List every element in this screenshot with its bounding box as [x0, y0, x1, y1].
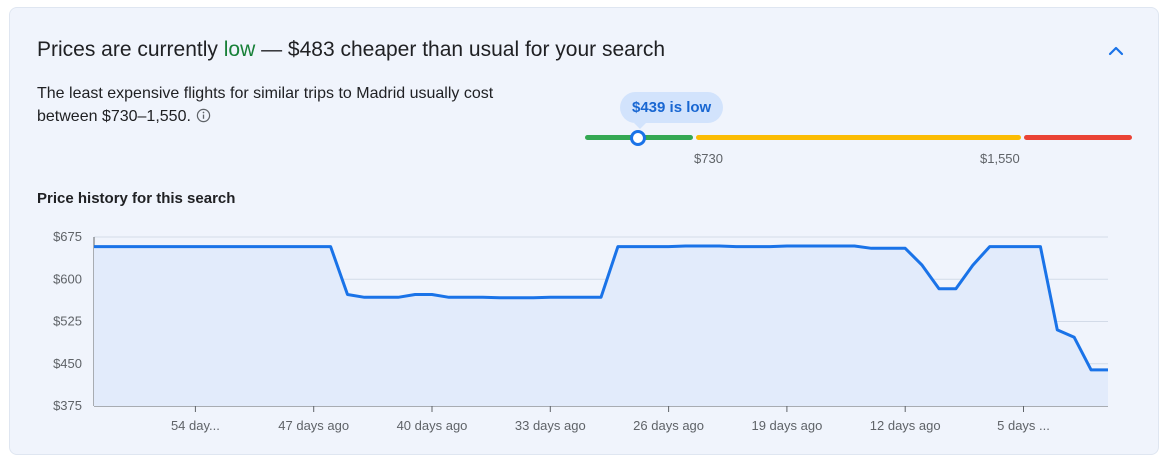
y-tick-label: $675 — [53, 229, 82, 244]
price-status-word: low — [223, 38, 256, 61]
current-price-bubble: $439 is low — [620, 92, 724, 129]
price-history-chart[interactable]: $675 $600 $525 $450 $375 54 day... 47 days ago… — [10, 8, 1158, 454]
x-tick-label: 33 days ago — [515, 418, 586, 433]
price-status-headline: Prices are currently low — $483 cheaper … — [37, 37, 665, 63]
price-history-title: Price history for this search — [37, 190, 236, 207]
y-tick-label: $375 — [53, 398, 82, 413]
x-tick-label: 5 days ... — [997, 418, 1050, 433]
price-area — [94, 246, 1108, 406]
headline-prefix: Prices are currently — [37, 38, 224, 61]
x-tick-label: 19 days ago — [751, 418, 822, 433]
low-threshold-label: $730 — [694, 151, 723, 166]
x-tick-label: 54 day... — [171, 418, 220, 433]
price-range-gauge: $439 is low $730 $1,550 — [10, 8, 1160, 188]
headline-suffix: — $483 cheaper than usual for your searc… — [255, 38, 665, 61]
y-tick-label: $450 — [53, 356, 82, 371]
collapse-button[interactable] — [1104, 39, 1128, 63]
current-price-marker[interactable] — [630, 130, 646, 146]
x-tick-label: 47 days ago — [278, 418, 349, 433]
y-tick-label: $600 — [53, 271, 82, 286]
high-price-segment — [1024, 135, 1132, 140]
price-range-description: The least expensive flights for similar … — [37, 82, 497, 130]
typical-price-segment — [696, 135, 1021, 140]
price-line — [94, 244, 1108, 372]
chevron-up-icon — [1108, 46, 1124, 56]
price-insights-card: Prices are currently low — $483 cheaper … — [9, 7, 1159, 455]
y-tick-label: $525 — [53, 314, 82, 329]
x-tick-label: 40 days ago — [397, 418, 468, 433]
x-tick-label: 12 days ago — [870, 418, 941, 433]
x-tick-label: 26 days ago — [633, 418, 704, 433]
info-icon[interactable] — [196, 107, 211, 130]
high-threshold-label: $1,550 — [980, 151, 1020, 166]
price-range-text: The least expensive flights for similar … — [37, 85, 494, 125]
